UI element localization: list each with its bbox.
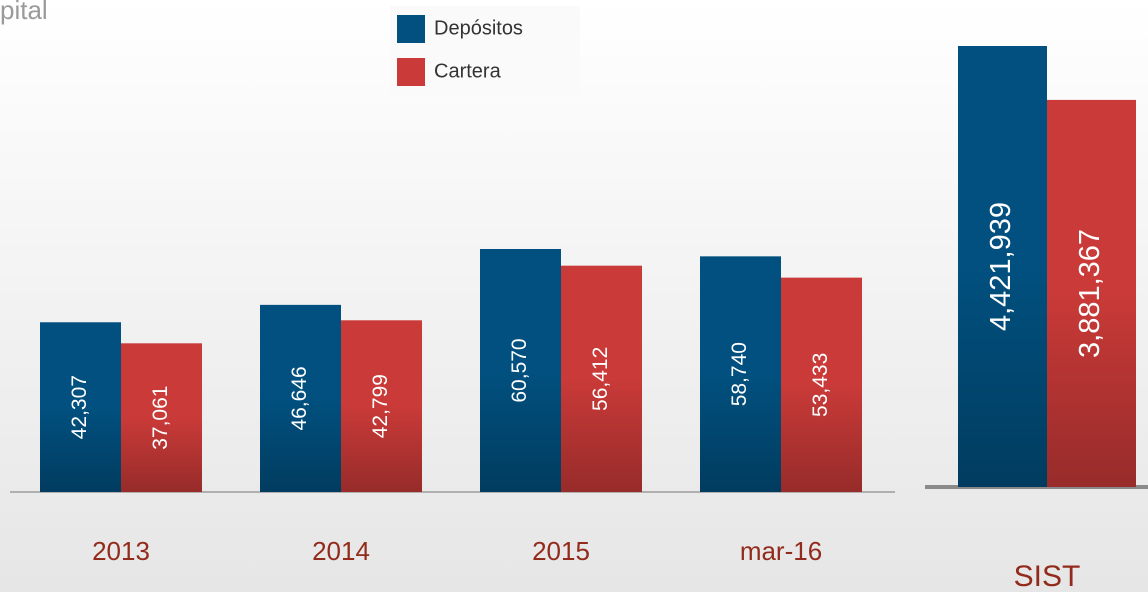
bar-shade [700,256,781,492]
value-label: 58,740 [728,342,751,406]
bar-shade [260,304,341,492]
value-label: 46,646 [288,366,311,430]
value-label: 37,061 [149,386,172,450]
legend-swatch [397,15,425,43]
bar-shade [781,277,862,492]
bar-shade [958,46,1047,487]
x-tick-label: 2014 [312,536,370,566]
value-label: 4,421,939 [985,202,1017,331]
value-label: 42,307 [68,375,91,439]
bar-shade [480,249,561,492]
bar-shade [40,322,121,492]
x-tick-label: mar-16 [740,536,822,566]
x-tick-label: 2015 [532,536,590,566]
legend-label: Depósitos [434,17,523,39]
bar-shade [121,343,202,492]
x-tick-label: 2013 [92,536,150,566]
value-label: 3,881,367 [1074,229,1106,358]
x-tick-label: SIST [1014,560,1081,592]
legend-label: Cartera [434,60,502,82]
value-label: 60,570 [508,338,531,402]
value-label: 56,412 [589,347,612,411]
value-label: 53,433 [809,353,832,417]
bar-shade [341,320,422,492]
value-label: 42,799 [369,374,392,438]
chart-title: pital [0,0,48,25]
bar-shade [561,265,642,492]
bar-shade [1047,99,1136,487]
legend-swatch [397,58,425,86]
